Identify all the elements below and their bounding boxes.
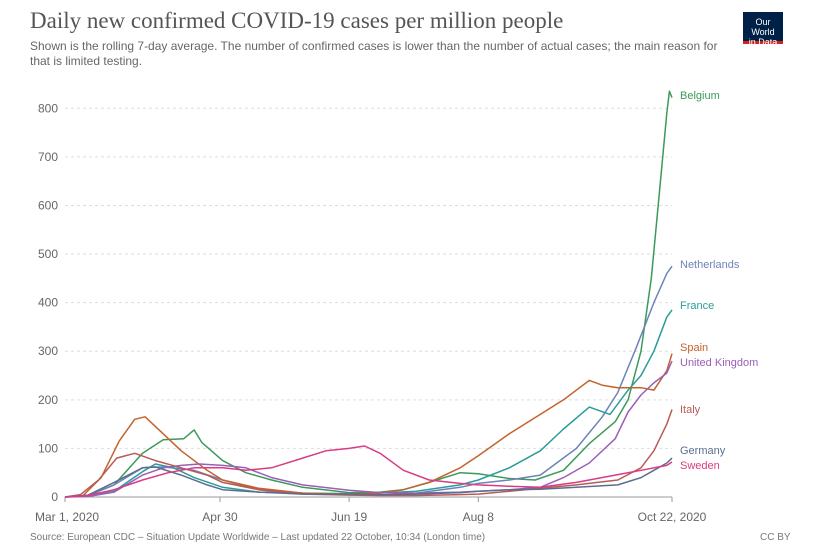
- axes: 0 100 200 300 400 500 600 700 800 Mar 1, 2020 Apr …: [35, 101, 707, 524]
- series-line-netherlands: [64, 265, 673, 498]
- series-line-france: [64, 309, 673, 498]
- series-label: Netherlands: [680, 259, 740, 271]
- y-tick-label: 700: [38, 150, 58, 164]
- series-label: Sweden: [680, 460, 720, 472]
- series-label: Spain: [680, 342, 708, 354]
- owid-logo[interactable]: Our World in Data: [743, 12, 783, 47]
- x-tick-label: Apr 30: [202, 510, 238, 524]
- y-tick-label: 300: [38, 344, 58, 358]
- series-line-sweden: [64, 445, 673, 498]
- series-labels: Belgium Netherlands France Spain United King…: [680, 90, 758, 472]
- series-line-germany: [64, 457, 673, 498]
- footer-source: Source: European CDC – Situation Update …: [30, 532, 486, 543]
- y-tick-label: 0: [51, 490, 58, 504]
- series-line-italy: [64, 409, 673, 498]
- y-tick-label: 400: [38, 296, 58, 310]
- footer-license[interactable]: CC BY: [760, 532, 791, 543]
- x-tick-label: Oct 22, 2020: [638, 510, 707, 524]
- series-line-spain: [64, 353, 673, 498]
- series-label: Germany: [680, 445, 726, 457]
- series-line-united-kingdom: [64, 360, 673, 498]
- x-tick-label: Jun 19: [331, 510, 367, 524]
- x-tick-label: Mar 1, 2020: [35, 510, 99, 524]
- y-tick-label: 800: [38, 101, 58, 115]
- series-line-belgium: [64, 90, 673, 498]
- series-label: Belgium: [680, 90, 720, 102]
- x-tick-label: Aug 8: [463, 510, 495, 524]
- series-label: France: [680, 300, 714, 312]
- chart-title: Daily new confirmed COVID-19 cases per m…: [30, 8, 564, 33]
- y-tick-label: 100: [38, 441, 58, 455]
- grid-lines: [65, 107, 672, 449]
- chart-subtitle: Shown is the rolling 7-day average. The …: [30, 39, 718, 68]
- series-label: United Kingdom: [680, 357, 758, 369]
- series-label: Italy: [680, 404, 701, 416]
- y-tick-label: 200: [38, 393, 58, 407]
- logo-line-2: in Data: [748, 37, 778, 47]
- series-lines: [64, 90, 673, 498]
- y-tick-label: 600: [38, 198, 58, 212]
- logo-line-1: Our World: [751, 17, 775, 37]
- y-tick-label: 500: [38, 247, 58, 261]
